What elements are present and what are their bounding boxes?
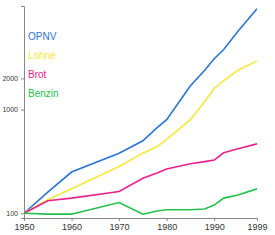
x-tick-label: 1960: [62, 222, 82, 232]
x-tick-label: 1990: [205, 222, 225, 232]
y-tick-label: 2000: [2, 75, 18, 82]
x-axis: 1950 1960 1970 1980 1990 1999: [14, 218, 267, 232]
x-tick: 1980: [157, 218, 177, 232]
y-tick: 100: [6, 210, 24, 217]
y-axis: 100 1000 2000: [2, 7, 24, 219]
series-line: [24, 9, 257, 213]
series-line: [24, 144, 257, 213]
y-tick-label: 1000: [2, 106, 18, 113]
x-tick-mark: [72, 218, 73, 221]
legend-entry: Benzin: [28, 88, 59, 99]
y-tick-mark: [21, 78, 24, 79]
x-tick: 1950: [14, 218, 34, 232]
x-tick: 1999: [247, 218, 267, 232]
chart: 1950 1960 1970 1980 1990 1999 100 1000 2000 OPNV L…: [0, 0, 275, 235]
legend-entry: Lohne: [28, 50, 56, 61]
y-tick-mark: [21, 110, 24, 111]
y-axis-line: [21, 7, 25, 219]
y-tick-mark: [21, 213, 24, 214]
x-tick-mark: [119, 218, 120, 221]
x-tick: 1990: [205, 218, 225, 232]
x-tick-label: 1999: [247, 222, 267, 232]
x-tick: 1970: [110, 218, 130, 232]
x-tick-label: 1950: [14, 222, 34, 232]
x-tick-label: 1970: [110, 222, 130, 232]
x-tick-label: 1980: [157, 222, 177, 232]
y-tick: 2000: [2, 75, 24, 82]
series-line: [24, 189, 257, 214]
legend-entry: OPNV: [28, 31, 57, 42]
x-tick-mark: [257, 218, 258, 221]
x-axis-line: [25, 219, 258, 222]
plot-area: [24, 9, 257, 214]
y-tick-label: 100: [6, 210, 18, 217]
y-tick: 1000: [2, 106, 24, 113]
x-tick-mark: [214, 218, 215, 221]
x-tick: 1960: [62, 218, 82, 232]
x-tick-mark: [167, 218, 168, 221]
series-line: [24, 61, 257, 213]
legend: OPNV Lohne Brot Benzin: [28, 31, 59, 99]
legend-entry: Brot: [28, 69, 47, 80]
